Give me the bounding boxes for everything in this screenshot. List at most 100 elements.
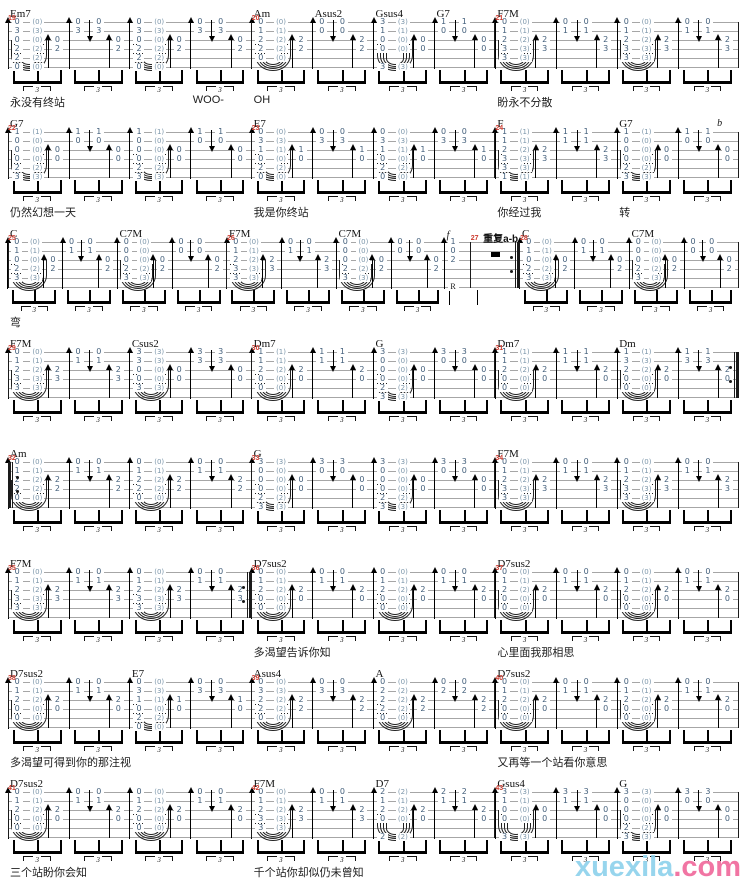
fret-number: 0 <box>498 678 510 686</box>
fret-number: 0 <box>120 256 132 264</box>
fret-number: 3 <box>580 788 592 796</box>
barline <box>738 572 740 618</box>
fret-number: 0 <box>51 705 63 713</box>
beam <box>256 400 306 414</box>
strum-up-arrow <box>715 364 722 398</box>
fret-number: 0 <box>194 137 206 145</box>
fret-number: 2 <box>11 54 23 62</box>
fret-number: (3) <box>152 173 167 181</box>
strum-group: 40 D7sus2 0 1 2 0 0 (0) (1) (2) (0) (0) 2 0 3 又再等一个站看你意… <box>492 668 607 774</box>
fret-number: 0 <box>377 485 389 493</box>
measure-number: 21 <box>495 15 504 22</box>
fret-number: (2) <box>356 265 371 273</box>
strum-up-arrow <box>289 584 296 618</box>
strum-group: 42 F7M 0 1 2 3 3 (0) (1) (2) (3) (3) 2 3 3 千个站你却似仍未曾知 <box>248 778 364 884</box>
beam <box>134 730 184 744</box>
strum-up-arrow <box>95 254 102 288</box>
strum-group: 0 1 2 0 0 (0) (1) (2) (0) (0) 2 0 3 <box>614 668 678 774</box>
fret-number: 0 <box>600 375 612 383</box>
fret-number: 0 <box>133 788 145 796</box>
strum-up-arrow <box>370 347 377 399</box>
fret-number: 2 <box>51 476 63 484</box>
barline <box>738 22 740 68</box>
strum-up-arrow <box>167 694 174 728</box>
fret-number: 0 <box>112 705 124 713</box>
beam <box>73 70 123 84</box>
strum-down-arrow <box>330 570 337 592</box>
strum-up-arrow <box>675 127 682 179</box>
fret-number: 0 <box>394 247 406 255</box>
lyric-text: 转 <box>619 207 631 219</box>
fret-number: (2) <box>152 586 167 594</box>
fret-number: 0 <box>620 714 632 722</box>
tuplet-mark: 3 <box>317 636 366 644</box>
fret-number: (0) <box>539 238 554 246</box>
fret-number: (0) <box>639 568 654 576</box>
strum-up-arrow <box>309 127 316 179</box>
fret-number: 3 <box>336 137 348 145</box>
fret-number: (3) <box>517 54 532 62</box>
fret-number: 2 <box>234 586 246 594</box>
measure-number: 30 <box>251 345 260 352</box>
tab-system: 41 D7sus2 0 1 2 0 0 (0) (1) (2) (0) (0) 2 0 3 三个站盼你会知 0 1… <box>5 778 740 884</box>
strum-up-arrow <box>675 17 682 69</box>
fret-number: 0 <box>375 256 387 264</box>
tuplet-mark: 3 <box>683 416 732 424</box>
strum-group: 43 Gsus4 3 1 0 0 3 (3) (1) (0) (0) (3) 0 0 3 <box>492 778 556 884</box>
fret-number: 2 <box>498 476 510 484</box>
fret-number: 0 <box>413 247 425 255</box>
fret-number: 0 <box>285 238 297 246</box>
beam <box>73 180 123 194</box>
fret-number: 0 <box>438 27 450 35</box>
fret-number: 1 <box>498 357 510 365</box>
tuplet-mark: 3 <box>74 86 123 94</box>
beam <box>682 180 732 194</box>
fret-number: 0 <box>438 678 450 686</box>
fret-number: (0) <box>30 815 45 823</box>
tuplet-mark: 3 <box>67 306 111 314</box>
fret-number: 3 <box>194 348 206 356</box>
strum-up-arrow <box>349 694 356 728</box>
fret-number: (3) <box>274 503 289 511</box>
chord-label: C7M <box>338 228 362 240</box>
strum-up-arrow <box>410 34 417 68</box>
fret-number: 2 <box>377 833 389 841</box>
strum-column: (0) (1) (2) (0) (0) <box>517 568 532 618</box>
fret-number: 3 <box>721 485 733 493</box>
fret-number: 1 <box>559 357 571 365</box>
fret-number: 3 <box>559 788 571 796</box>
beam <box>622 730 671 744</box>
fret-number: 0 <box>133 705 145 713</box>
fret-number: (2) <box>246 256 261 264</box>
fret-number: 0 <box>133 723 145 731</box>
fret-number: 0 <box>112 815 124 823</box>
tuplet-mark: 3 <box>622 856 671 864</box>
strum-up-arrow <box>106 34 113 68</box>
fret-number: 3 <box>498 164 510 172</box>
tuplet-mark: 3 <box>196 636 245 644</box>
fret-number: 3 <box>72 27 84 35</box>
fret-number: 0 <box>377 366 389 374</box>
fret-number: 1 <box>194 577 206 585</box>
beam <box>378 70 428 84</box>
tuplet-mark: 3 <box>439 196 488 204</box>
fret-number: 2 <box>539 366 551 374</box>
fret-number: 0 <box>458 128 470 136</box>
beam <box>121 290 166 304</box>
fret-number: (1) <box>30 687 45 695</box>
fret-number: 0 <box>377 128 389 136</box>
fret-number: (0) <box>30 705 45 713</box>
fret-number: 0 <box>194 458 206 466</box>
strum-up-arrow <box>431 127 438 179</box>
beam <box>524 290 569 304</box>
